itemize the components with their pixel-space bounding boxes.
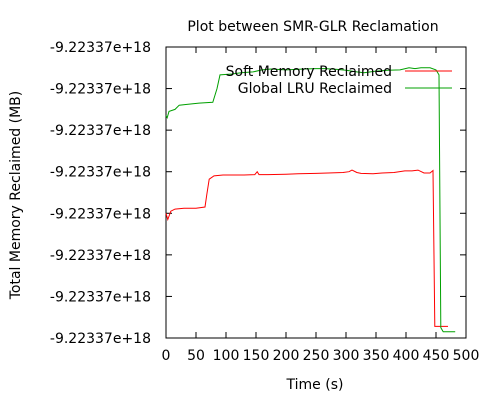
y-tick-label: -9.22337e+18 <box>50 123 151 139</box>
legend-label: Global LRU Reclaimed <box>238 81 392 97</box>
x-tick-label: 250 <box>303 348 330 364</box>
y-tick-label: -9.22337e+18 <box>50 165 151 181</box>
y-tick-label: -9.22337e+18 <box>50 331 151 347</box>
y-tick-label: -9.22337e+18 <box>50 248 151 264</box>
series-line-1 <box>165 169 448 327</box>
y-tick-label: -9.22337e+18 <box>50 40 151 56</box>
x-tick-label: 100 <box>213 348 240 364</box>
x-tick-label: 500 <box>453 348 480 364</box>
series-line-2 <box>165 67 456 333</box>
x-tick-label: 150 <box>243 348 270 364</box>
x-tick-label: 200 <box>273 348 300 364</box>
y-tick-label: -9.22337e+18 <box>50 82 151 98</box>
chart-title: Plot between SMR-GLR Reclamation <box>187 19 438 35</box>
series-lines <box>165 67 456 333</box>
legend-label: Soft Memory Reclaimed <box>226 64 392 80</box>
y-axis-label: Total Memory Reclaimed (MB) <box>8 91 24 301</box>
y-tick-label: -9.22337e+18 <box>50 206 151 222</box>
x-axis-ticks: 0 50 100 150 200 250 300 350 400 450 500 <box>162 47 480 364</box>
x-tick-label: 50 <box>187 348 205 364</box>
x-tick-label: 350 <box>363 348 390 364</box>
y-axis-ticks: -9.22337e+18 -9.22337e+18 -9.22337e+18 -9.2… <box>50 40 466 347</box>
x-tick-label: 400 <box>393 348 420 364</box>
x-axis-label: Time (s) <box>286 377 344 393</box>
x-tick-label: 300 <box>333 348 360 364</box>
x-tick-label: 0 <box>162 348 171 364</box>
x-tick-label: 450 <box>423 348 450 364</box>
y-tick-label: -9.22337e+18 <box>50 289 151 305</box>
